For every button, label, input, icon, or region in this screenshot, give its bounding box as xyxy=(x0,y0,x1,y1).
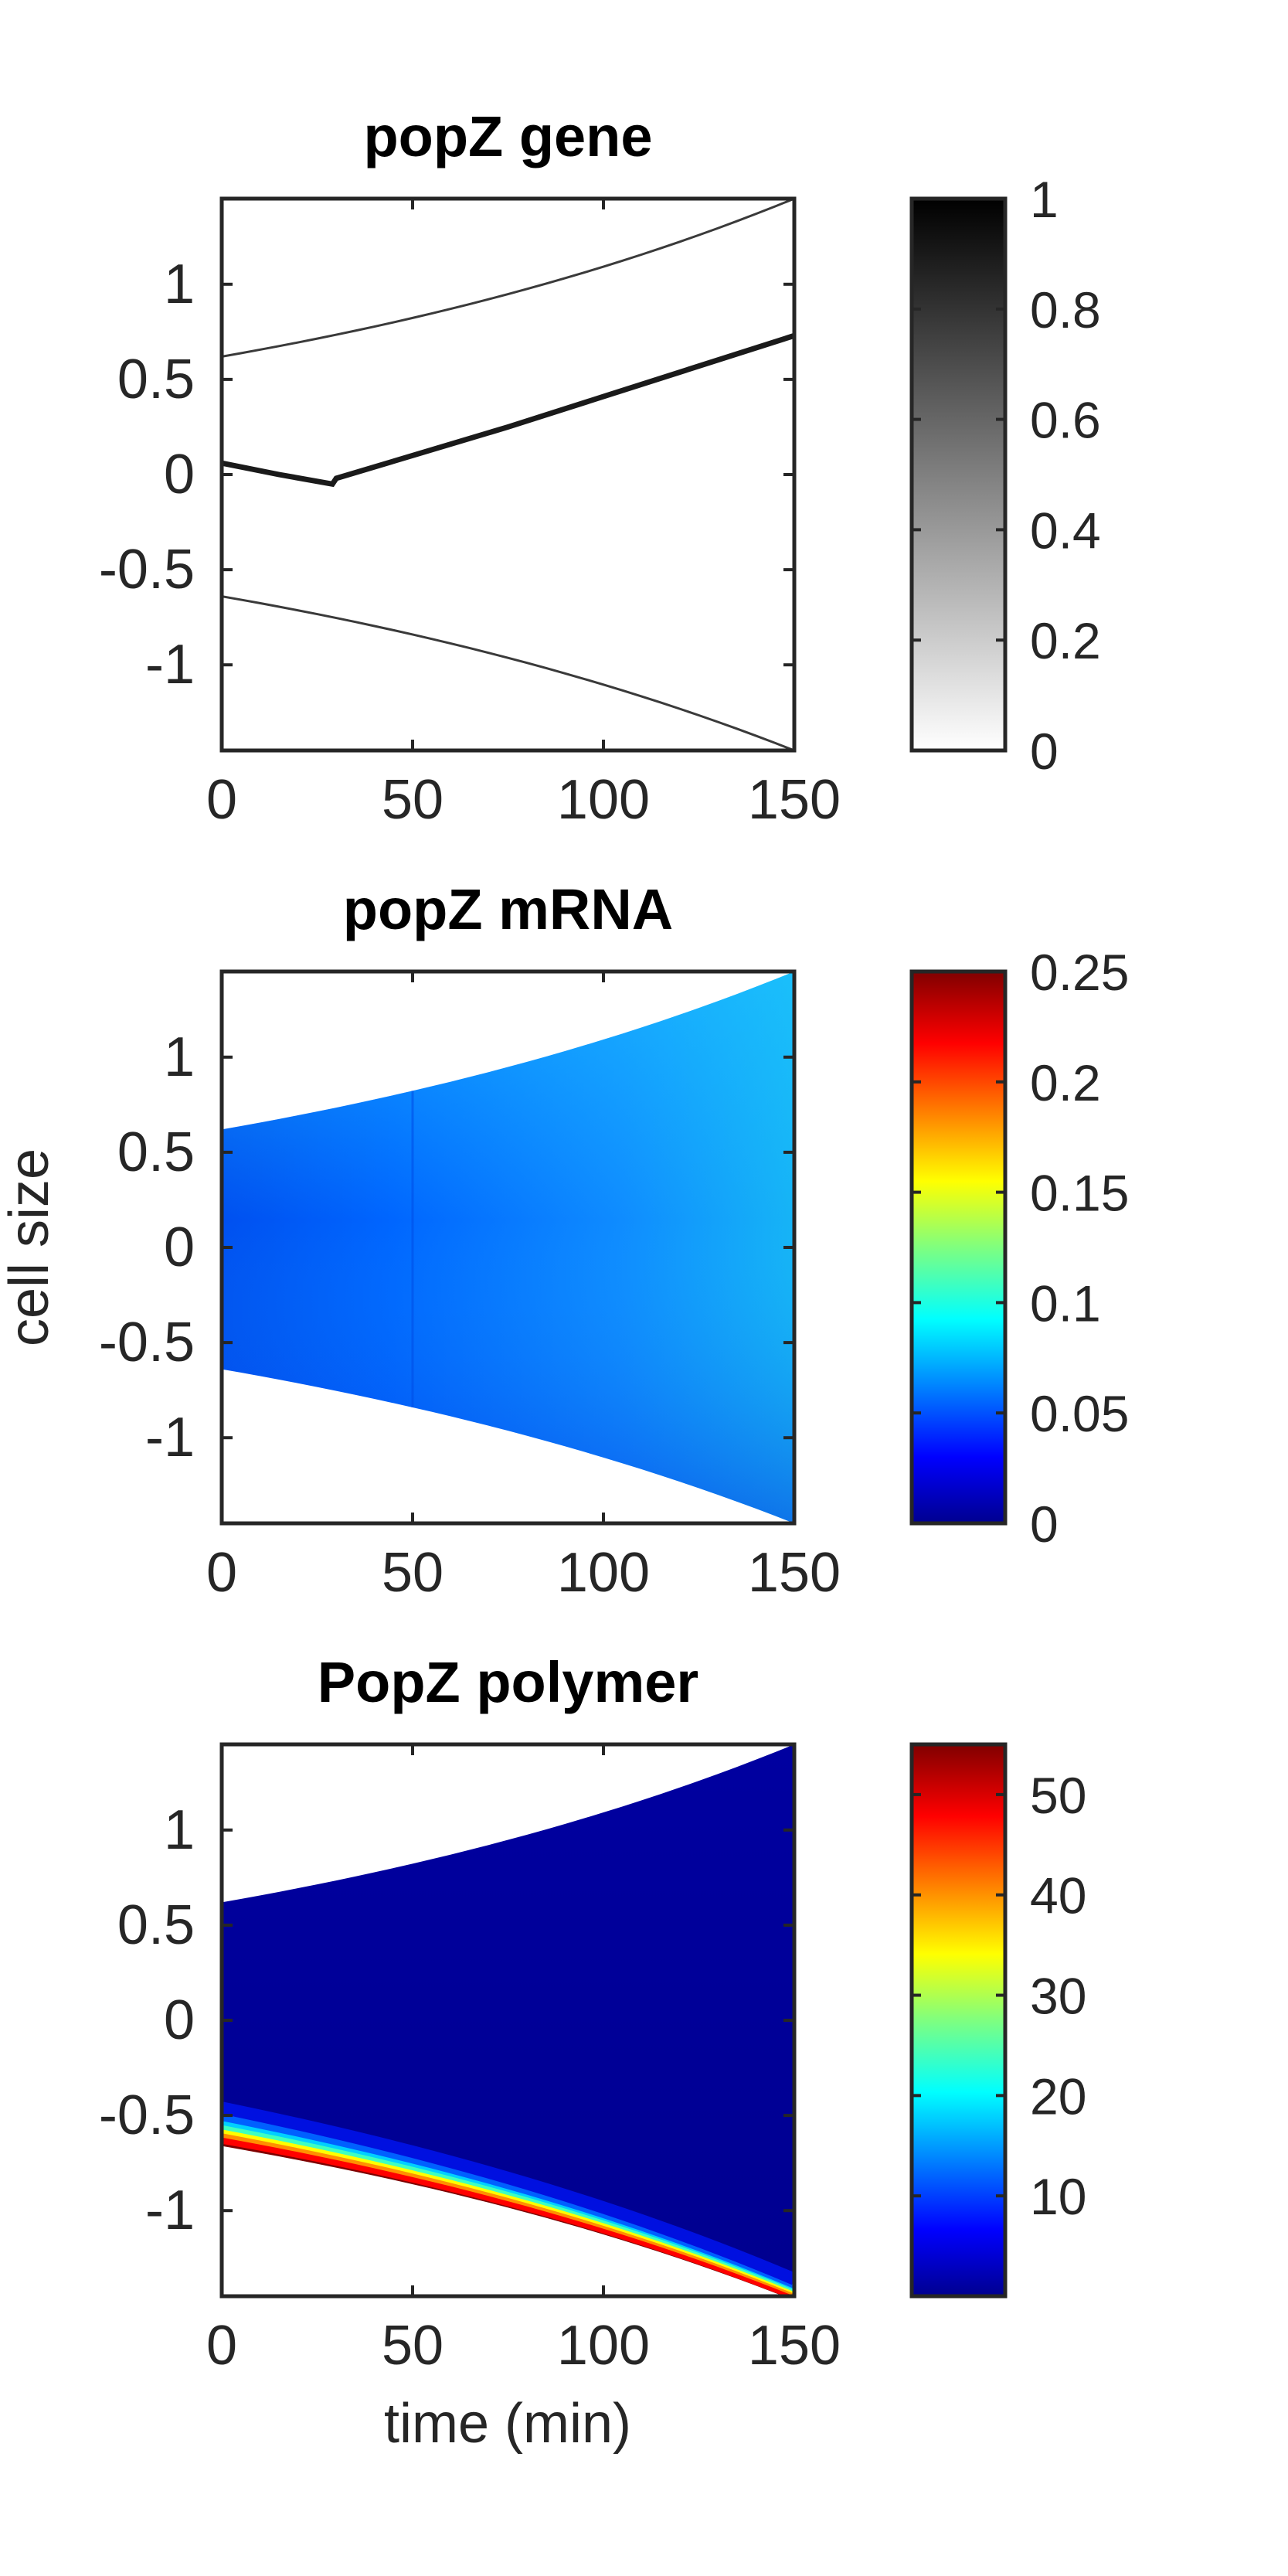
colorbar-tick-label: 0.1 xyxy=(1030,1274,1101,1332)
colorbar-tick-label: 0.8 xyxy=(1030,281,1101,339)
colorbar-tick-label: 0.05 xyxy=(1030,1385,1129,1442)
y-tick-label: 1 xyxy=(164,254,195,315)
y-tick-label: 0 xyxy=(164,1989,195,2051)
panel-popz-gene: popZ gene 0 50 100 150 1 0.5 0 -0.5 -1 1 0.8 0.6 0.4 0… xyxy=(99,104,1101,831)
x-tick-label: 50 xyxy=(382,1542,443,1604)
panel-popz-mrna: popZ mRNA 0 50 100 150 1 0.5 0 -0.5 -1 0.25 0.2 0.15… xyxy=(99,877,1130,1604)
colorbar-tick-label: 40 xyxy=(1030,1867,1086,1924)
chart-title: PopZ polymer xyxy=(318,1650,698,1714)
colorbar-tick-label: 20 xyxy=(1030,2067,1086,2125)
y-tick-label: 0.5 xyxy=(117,1121,195,1183)
y-tick-label: -1 xyxy=(145,1407,195,1468)
figure-xlabel: time (min) xyxy=(384,2393,631,2455)
x-tick-label: 150 xyxy=(748,769,841,831)
x-tick-label: 150 xyxy=(748,1542,841,1604)
x-tick-label: 50 xyxy=(382,2315,443,2377)
y-tick-label: -1 xyxy=(145,2180,195,2241)
y-tick-label: 1 xyxy=(164,1026,195,1088)
x-tick-label: 0 xyxy=(206,1542,237,1604)
chart-title: popZ gene xyxy=(363,104,652,168)
colorbar-tick-label: 0.6 xyxy=(1030,392,1101,449)
y-tick-label: -0.5 xyxy=(99,1312,195,1373)
figure-ylabel: cell size xyxy=(0,1148,60,1346)
y-tick-label: 1 xyxy=(164,1799,195,1861)
colorbar-tick-label: 30 xyxy=(1030,1968,1086,2025)
polymer-field xyxy=(222,1744,794,2296)
x-tick-label: 100 xyxy=(557,2315,650,2377)
axes-frame xyxy=(219,196,797,753)
y-tick-label: 0 xyxy=(164,1217,195,1278)
mrna-field-shading xyxy=(222,972,794,1523)
x-tick-label: 0 xyxy=(206,769,237,831)
colorbar-tick-label: 0 xyxy=(1030,1496,1059,1553)
polymer-gradient-band xyxy=(222,2101,794,2285)
colorbar xyxy=(909,196,1008,753)
colorbar xyxy=(909,1742,1008,2299)
colorbar-tick-label: 0.15 xyxy=(1030,1165,1129,1222)
x-tick-label: 0 xyxy=(206,2315,237,2377)
x-tick-label: 150 xyxy=(748,2315,841,2377)
x-tick-label: 50 xyxy=(382,769,443,831)
colorbar-tick-label: 10 xyxy=(1030,2168,1086,2225)
y-tick-label: 0.5 xyxy=(117,1894,195,1956)
panel-popz-polymer: PopZ polymer 0 50 100 150 1 0.5 0 -0.5 -1 50 40 30 20… xyxy=(99,1650,1087,2377)
colorbar-tick-label: 0.2 xyxy=(1030,612,1101,669)
gene-trace-line xyxy=(222,595,794,750)
y-tick-label: 0 xyxy=(164,444,195,505)
colorbar-tick-label: 0.25 xyxy=(1030,944,1129,1001)
x-tick-label: 100 xyxy=(557,769,650,831)
y-tick-label: -1 xyxy=(145,634,195,696)
y-tick-label: -0.5 xyxy=(99,2084,195,2146)
y-tick-label: -0.5 xyxy=(99,539,195,601)
colorbar-tick-label: 1 xyxy=(1030,171,1059,228)
colorbar-tick-label: 0 xyxy=(1030,723,1059,780)
colorbar-tick-label: 50 xyxy=(1030,1767,1086,1824)
colorbar xyxy=(909,969,1008,1526)
chart-title: popZ mRNA xyxy=(343,877,674,941)
gene-trace-line xyxy=(222,199,794,358)
y-tick-label: 0.5 xyxy=(117,349,195,410)
gene-trace-line xyxy=(222,332,794,488)
colorbar-tick-label: 0.2 xyxy=(1030,1054,1101,1111)
colorbar-tick-label: 0.4 xyxy=(1030,502,1101,559)
x-tick-label: 100 xyxy=(557,1542,650,1604)
